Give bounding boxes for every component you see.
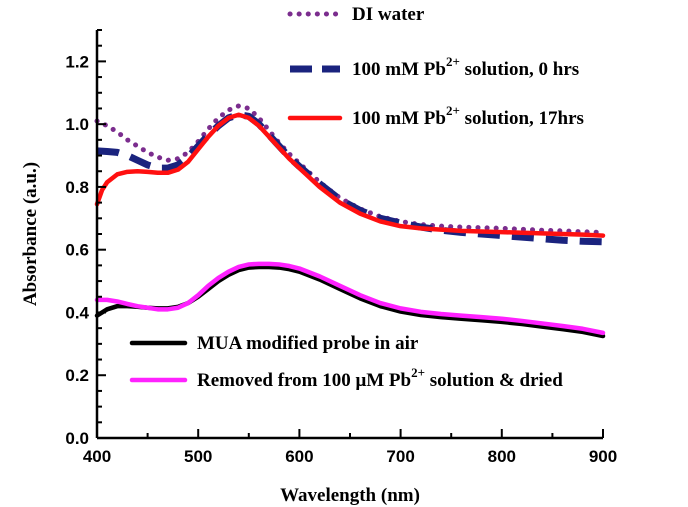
y-tick-label: 0.8	[65, 178, 89, 197]
y-tick-label: 1.0	[65, 115, 89, 134]
x-tick-label: 900	[589, 447, 617, 466]
legend: DI water 100 mM Pb2+ solution, 0 hrs 100 m…	[129, 4, 584, 391]
legend-label-di: DI water	[352, 4, 425, 25]
series-line-pb0	[96, 111, 604, 246]
y-tick-label: 0.2	[65, 366, 89, 385]
legend-label-mua: MUA modified probe in air	[197, 333, 419, 354]
y-tick-label: 0.4	[65, 303, 89, 322]
series-line-pb17	[94, 112, 606, 238]
x-tick-label: 700	[386, 447, 414, 466]
x-tick-label: 600	[285, 447, 313, 466]
legend-label-pb0: 100 mM Pb2+ solution, 0 hrs	[352, 54, 579, 80]
axes: 400 500 600 700 800 900 0.0 0.2 0.4 0.6 0.8 1.0 1.2	[65, 29, 617, 466]
legend-label-pb17: 100 mM Pb2+ solution, 17hrs	[352, 103, 584, 129]
legend-label-removed: Removed from 100 μM Pb2+ solution & drie…	[197, 365, 563, 391]
y-axis-ticks: 0.0 0.2 0.4 0.6 0.8 1.0 1.2	[65, 29, 106, 448]
y-axis-title: Absorbance (a.u.)	[20, 162, 41, 306]
x-axis-title: Wavelength (nm)	[280, 485, 420, 506]
series-line-removed	[94, 261, 606, 336]
x-axis-ticks: 400 500 600 700 800 900	[83, 429, 617, 466]
x-tick-label: 400	[83, 447, 111, 466]
x-tick-label: 500	[184, 447, 212, 466]
series-line-di	[94, 103, 606, 235]
plot-area	[94, 103, 606, 339]
y-tick-label: 1.2	[65, 52, 89, 71]
x-tick-label: 800	[488, 447, 516, 466]
y-tick-label: 0.0	[65, 429, 89, 448]
series-line-mua	[94, 264, 606, 339]
y-tick-label: 0.6	[65, 241, 89, 260]
